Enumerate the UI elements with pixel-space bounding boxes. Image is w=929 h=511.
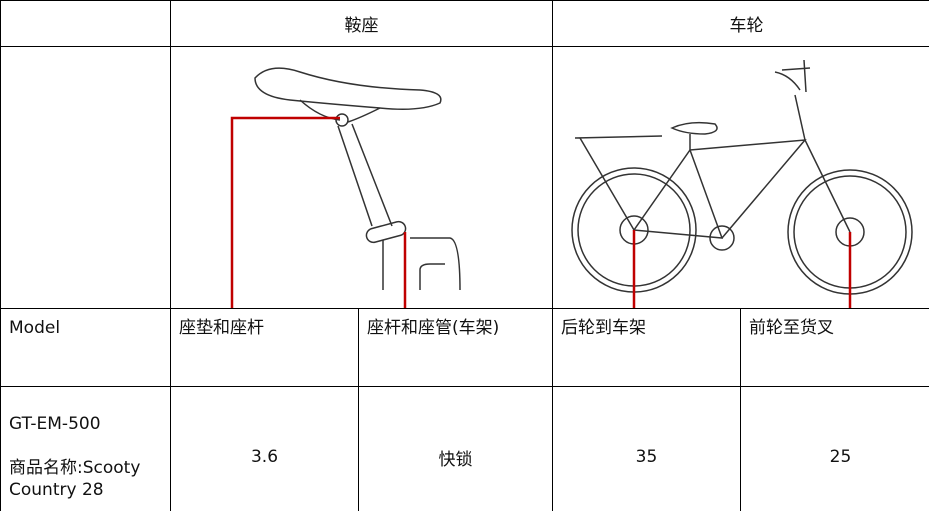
value-cell: 快锁 (358, 386, 553, 511)
value-cell: 3.6 (170, 386, 359, 511)
image-cell (552, 46, 929, 309)
value-cell: 25 (740, 386, 929, 511)
label-cell: 后轮到车架 (552, 308, 741, 387)
header-cell: 车轮 (552, 0, 929, 47)
empty-cell (0, 46, 171, 309)
header-cell: 鞍座 (170, 0, 553, 47)
label-cell: 座杆和座管(车架) (358, 308, 553, 387)
value-cell: 35 (552, 386, 741, 511)
model-line: 商品名称:Scooty Country 28 (9, 458, 141, 500)
empty-cell (0, 0, 171, 47)
label-cell: 前轮至货叉 (740, 308, 929, 387)
model-cell: GT-EM-500 商品名称:Scooty Country 28 (0, 386, 171, 511)
image-cell (170, 46, 553, 309)
label-cell: 座垫和座杆 (170, 308, 359, 387)
label-cell: Model (0, 308, 171, 387)
model-line: GT-EM-500 (9, 414, 101, 434)
